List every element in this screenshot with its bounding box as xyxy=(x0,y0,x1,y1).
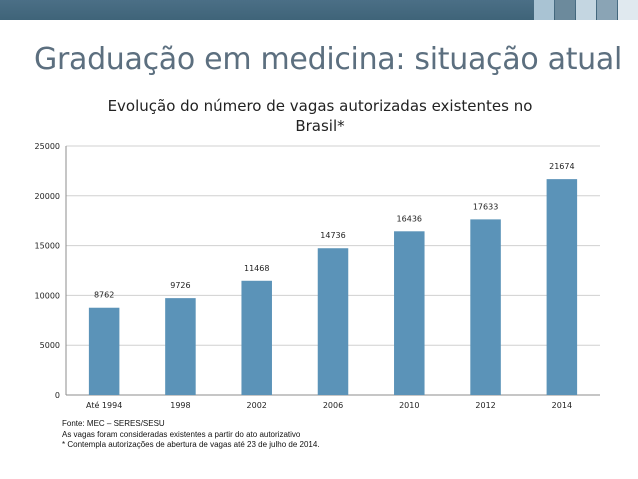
y-tick-label: 20000 xyxy=(35,192,60,201)
x-tick-label: 2006 xyxy=(323,401,343,410)
top-decorative-bar xyxy=(0,0,638,20)
top-decorative-squares xyxy=(533,0,638,20)
bar-value-label: 11468 xyxy=(244,264,269,273)
x-tick-label: 2014 xyxy=(552,401,572,410)
y-tick-label: 10000 xyxy=(35,291,60,300)
bar xyxy=(88,307,120,395)
chart-labels: 0 5000 10000 15000 20000 25000 8762 Até 1994 972… xyxy=(35,142,575,410)
chart-gridlines xyxy=(65,145,600,396)
chart-title-line-1: Evolução do número de vagas autorizadas … xyxy=(107,97,533,115)
y-tick-label: 25000 xyxy=(35,142,60,151)
bar-value-label: 8762 xyxy=(94,291,114,300)
chart-title: Evolução do número de vagas autorizadas … xyxy=(80,96,560,136)
chart-bars xyxy=(88,179,578,395)
bar-value-label: 17633 xyxy=(473,202,498,211)
bar xyxy=(470,219,501,395)
footnote-criteria: As vagas foram consideradas existentes a… xyxy=(62,429,301,439)
bar-value-label: 21674 xyxy=(549,162,574,171)
bar xyxy=(241,280,272,395)
chart-title-line-2: Brasil* xyxy=(295,117,345,135)
footnote-date: * Contempla autorizações de abertura de … xyxy=(62,440,320,449)
bar xyxy=(546,179,578,395)
x-tick-label: 1998 xyxy=(170,401,190,410)
bar-value-label: 14736 xyxy=(320,231,345,240)
x-tick-label: 2012 xyxy=(475,401,495,410)
x-tick-label: Até 1994 xyxy=(86,400,122,410)
y-tick-label: 15000 xyxy=(35,242,60,251)
x-tick-label: 2002 xyxy=(247,401,267,410)
y-tick-label: 5000 xyxy=(40,341,60,350)
bar xyxy=(394,231,425,395)
x-tick-label: 2010 xyxy=(399,401,419,410)
bar xyxy=(317,248,349,395)
y-tick-label: 0 xyxy=(55,391,60,400)
slide-title: Graduação em medicina: situação atual xyxy=(34,42,622,77)
bar-value-label: 9726 xyxy=(170,281,190,290)
footnote-source: Fonte: MEC – SERES/SESU xyxy=(62,419,165,428)
bar-value-label: 16436 xyxy=(397,214,422,223)
chart-footnotes: Fonte: MEC – SERES/SESU As vagas foram c… xyxy=(62,419,320,451)
bar xyxy=(165,298,196,395)
